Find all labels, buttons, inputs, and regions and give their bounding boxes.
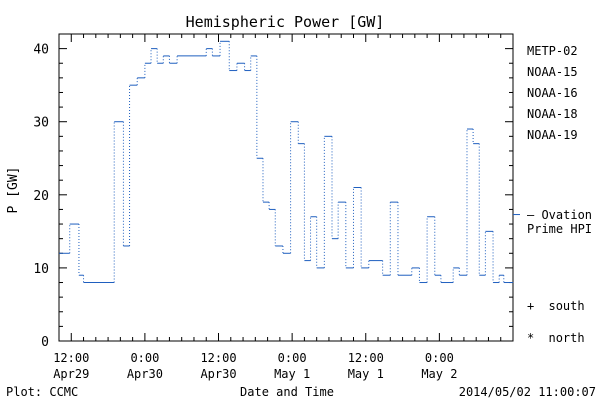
y-axis-label: P [GW] <box>6 167 21 214</box>
x-tick-label-date: May 1 <box>274 367 310 381</box>
axis-ticks <box>58 33 514 342</box>
y-tick-label: 40 <box>33 43 49 58</box>
data-series <box>59 40 513 284</box>
x-tick-label-date: Apr29 <box>53 367 89 381</box>
x-tick-label-time: 0:00 <box>130 351 159 365</box>
marker-south-symbol: + <box>527 299 534 313</box>
marker-north: * north <box>527 331 585 345</box>
x-tick-label-time: 12:00 <box>53 351 89 365</box>
plot-frame <box>58 33 514 342</box>
legend-entry: METP-02 <box>527 44 578 58</box>
marker-north-label: north <box>548 331 584 345</box>
x-tick-labels: 12:00 Apr29 0:00 Apr30 12:00 Apr30 0:00 May 1 12… <box>53 351 457 381</box>
x-tick-label-date: Apr30 <box>127 367 163 381</box>
x-tick-label-time: 12:00 <box>200 351 236 365</box>
ovation-label-line2: Prime HPI <box>527 222 592 236</box>
marker-north-symbol: * <box>527 331 534 345</box>
x-tick-label-time: 0:00 <box>425 351 454 365</box>
x-tick-label-time: 0:00 <box>278 351 307 365</box>
legend-entry: NOAA-16 <box>527 86 578 100</box>
ovation-label-line1: — Ovation <box>527 208 592 222</box>
x-tick-label-date: Apr30 <box>200 367 236 381</box>
y-tick-label: 0 <box>41 335 49 350</box>
marker-south: + south <box>527 299 585 313</box>
footer-timestamp: 2014/05/02 11:00:07 <box>459 385 596 399</box>
legend-entry: NOAA-19 <box>527 128 578 142</box>
legend: METP-02 NOAA-15 NOAA-16 NOAA-18 NOAA-19 <box>527 44 578 142</box>
y-tick-labels: 0 10 20 30 40 <box>33 43 49 350</box>
plot-border <box>58 33 514 342</box>
x-tick-label-date: May 2 <box>421 367 457 381</box>
chart-title: Hemispheric Power [GW] <box>186 13 385 31</box>
y-tick-label: 10 <box>33 262 49 277</box>
legend-entry: NOAA-18 <box>527 107 578 121</box>
y-tick-label: 30 <box>33 116 49 131</box>
x-tick-label-time: 12:00 <box>348 351 384 365</box>
x-axis-label: Date and Time <box>240 385 334 399</box>
marker-south-label: south <box>548 299 584 313</box>
y-tick-label: 20 <box>33 189 49 204</box>
footer-credit: Plot: CCMC <box>6 385 78 399</box>
x-tick-label-date: May 1 <box>348 367 384 381</box>
legend-entry: NOAA-15 <box>527 65 578 79</box>
